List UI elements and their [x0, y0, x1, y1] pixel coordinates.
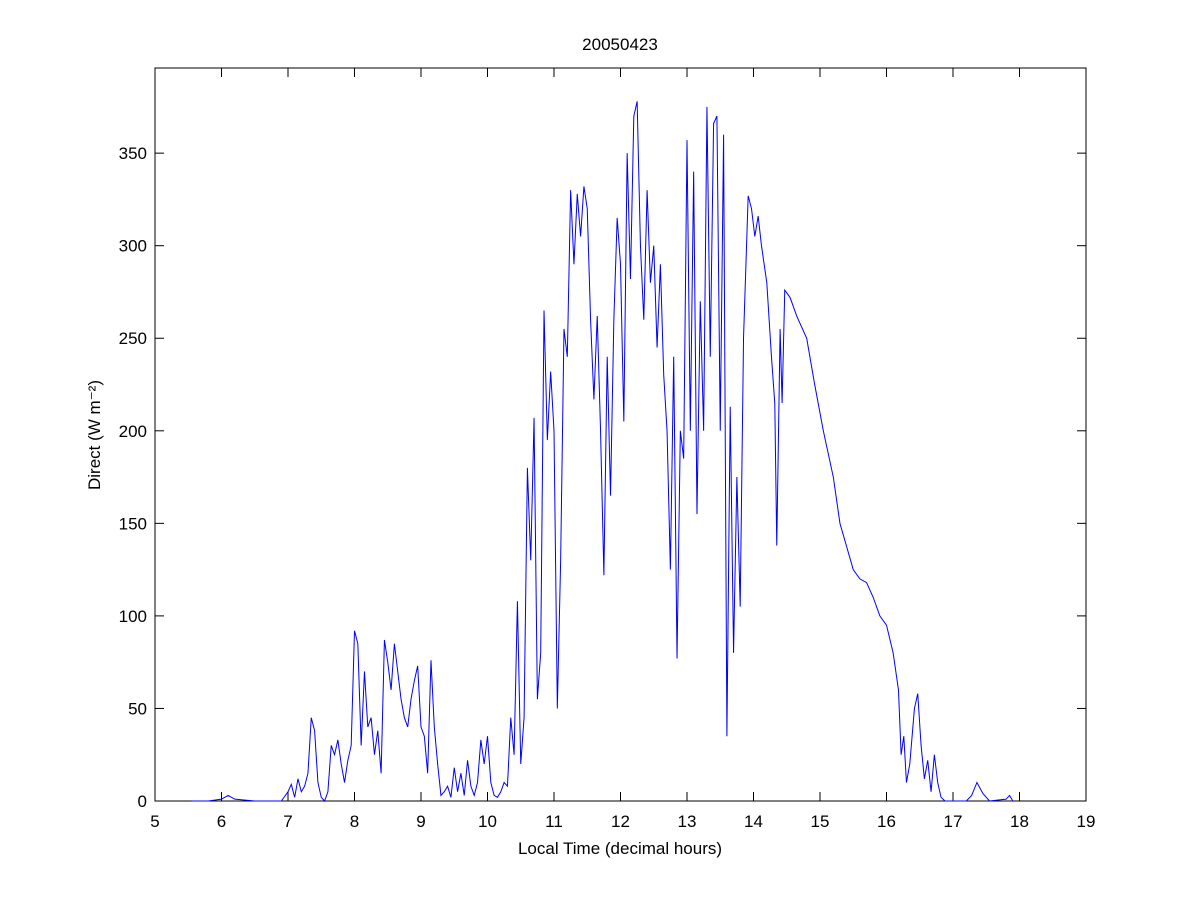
- y-tick-label: 100: [119, 607, 147, 626]
- x-tick-label: 10: [478, 812, 497, 831]
- data-line: [191, 101, 1014, 802]
- x-tick-label: 7: [283, 812, 292, 831]
- x-tick-label: 6: [217, 812, 226, 831]
- y-tick-label: 350: [119, 144, 147, 163]
- x-tick-label: 17: [944, 812, 963, 831]
- y-tick-label: 50: [128, 699, 147, 718]
- x-tick-label: 19: [1077, 812, 1096, 831]
- x-tick-label: 8: [350, 812, 359, 831]
- y-tick-label: 0: [138, 792, 147, 811]
- y-tick-label: 150: [119, 514, 147, 533]
- x-tick-label: 12: [611, 812, 630, 831]
- y-tick-label: 250: [119, 329, 147, 348]
- y-tick-label: 200: [119, 422, 147, 441]
- x-tick-label: 9: [416, 812, 425, 831]
- chart-title: 20050423: [582, 35, 658, 54]
- x-tick-label: 16: [877, 812, 896, 831]
- x-tick-label: 13: [678, 812, 697, 831]
- x-tick-label: 18: [1010, 812, 1029, 831]
- x-tick-label: 15: [811, 812, 830, 831]
- x-tick-label: 5: [150, 812, 159, 831]
- x-tick-label: 11: [545, 812, 563, 831]
- x-axis-label: Local Time (decimal hours): [518, 839, 722, 858]
- y-tick-label: 300: [119, 237, 147, 256]
- x-tick-label: 14: [744, 812, 763, 831]
- plot-box: [154, 67, 1087, 802]
- y-axis-label: Direct (W m⁻²): [85, 380, 104, 490]
